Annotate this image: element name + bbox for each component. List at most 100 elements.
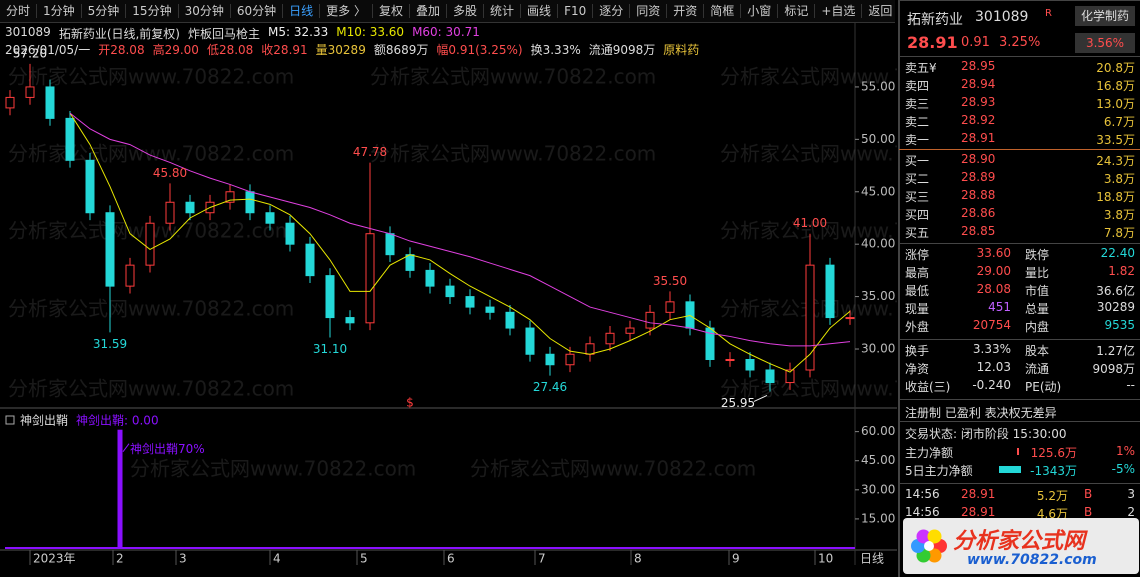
y-tick-label: 30.00	[861, 482, 895, 496]
x-tick-label: 7	[538, 552, 546, 566]
stat-value: 1.27亿	[1096, 344, 1135, 358]
toolbar-button[interactable]: 30分钟	[179, 4, 231, 18]
toolbar-button[interactable]: 复权	[373, 4, 410, 18]
logo-url: www.70822.com	[967, 552, 1097, 568]
toolbar-button[interactable]: 更多 〉	[320, 4, 373, 18]
badge: R	[1045, 8, 1052, 19]
toolbar-button[interactable]: 日线	[283, 4, 321, 18]
order-price: 28.89	[961, 170, 996, 184]
y-tick-label: 15.00	[861, 511, 895, 525]
candle-body	[645, 311, 655, 329]
toolbar-button[interactable]: 同资	[630, 4, 668, 18]
ma-line	[69, 112, 851, 347]
bar-annotation: 神剑出鞘70%	[130, 441, 205, 456]
candle-body	[5, 96, 15, 109]
logo-icon	[911, 529, 947, 563]
candle-body	[285, 222, 295, 245]
order-price: 28.91	[961, 131, 996, 145]
info-item: 低28.08	[206, 43, 254, 57]
stat-value: 36.6亿	[1096, 284, 1135, 298]
stat-label: 总量	[1025, 302, 1050, 316]
signal-marker: $	[406, 396, 414, 410]
toolbar-button[interactable]: 标记	[778, 4, 816, 18]
trade-status: 交易状态: 闭市阶段 15:30:00	[905, 427, 1067, 441]
x-tick-label: 2023年	[33, 552, 76, 566]
separator	[899, 399, 1140, 400]
last-price: 28.91	[907, 33, 958, 52]
sector-change: 3.56%	[1075, 33, 1135, 53]
order-volume: 20.8万	[1096, 61, 1135, 75]
info-item: 额8689万	[373, 43, 429, 57]
trade-price: 28.91	[961, 487, 996, 501]
x-tick-label: 2	[116, 552, 124, 566]
candle-body	[25, 86, 35, 98]
toolbar-button[interactable]: 简框	[704, 4, 742, 18]
x-tick-label: 4	[273, 552, 281, 566]
info-item: 换3.33%	[530, 43, 581, 57]
price-annotation: 41.00	[793, 216, 827, 230]
price-annotation: 31.59	[93, 337, 127, 351]
price-annotation: 45.80	[153, 166, 187, 180]
period-button[interactable]: 日线	[860, 552, 884, 566]
toolbar-button[interactable]: 5分钟	[82, 4, 127, 18]
trade-volume: 4.6万	[1036, 507, 1068, 521]
toolbar-button[interactable]: 小窗	[741, 4, 779, 18]
toolbar-button[interactable]: 分时	[0, 4, 38, 18]
stat-value: --	[1126, 378, 1135, 392]
price-change-pct: 3.25%	[999, 35, 1041, 50]
toolbar-button[interactable]: 逐分	[593, 4, 631, 18]
candle-body	[105, 212, 115, 287]
toolbar-button[interactable]: 1分钟	[37, 4, 82, 18]
order-level: 卖五¥	[905, 61, 937, 75]
order-price: 28.88	[961, 188, 996, 202]
chart-area: $ 分析家公式网www.70822.com 分析家公式网www.70822.com…	[0, 22, 897, 566]
x-tick-label: 10	[818, 552, 833, 566]
x-tick-label: 6	[447, 552, 455, 566]
stat-value: 3.33%	[972, 342, 1011, 356]
candle-body	[365, 233, 375, 324]
candle-body	[165, 201, 175, 224]
stat-label: 现量	[905, 302, 930, 316]
annotation-leader	[122, 443, 130, 452]
order-price: 28.92	[961, 113, 996, 127]
stat-label: 涨停	[905, 248, 930, 262]
toolbar-button[interactable]: 画线	[521, 4, 559, 18]
separator	[899, 0, 900, 577]
stat-label: 外盘	[905, 320, 930, 334]
candle-body	[425, 269, 435, 287]
chart-header: 301089 拓新药业(日线,前复权) 炸板回马枪主 M5: 32.33 M10…	[5, 25, 480, 42]
flow-value: 125.6万	[1030, 446, 1077, 460]
order-volume: 33.5万	[1096, 133, 1135, 147]
stat-label: 净资	[905, 362, 930, 376]
candle-body	[805, 264, 815, 371]
toolbar-button[interactable]: 叠加	[410, 4, 448, 18]
y-tick-label: 45.00	[861, 184, 895, 198]
stat-value: 9535	[1104, 318, 1135, 332]
stat-value: 9098万	[1092, 362, 1135, 376]
ma5-label: M5: 32.33	[268, 25, 329, 39]
toolbar-button[interactable]: 开资	[667, 4, 705, 18]
legend-entry: M60: 30.71	[412, 25, 480, 39]
separator	[899, 243, 1140, 244]
toolbar-button[interactable]: 多股	[447, 4, 485, 18]
watermark: 分析家公式网www.70822.com	[720, 219, 897, 243]
stat-value: 33.60	[976, 246, 1011, 260]
candle-body	[245, 191, 255, 214]
order-price: 28.90	[961, 152, 996, 166]
toolbar-button[interactable]: F10	[558, 4, 594, 18]
toolbar-button[interactable]: 15分钟	[126, 4, 179, 18]
order-price: 28.93	[961, 95, 996, 109]
toolbar-button[interactable]: 返回	[862, 4, 900, 18]
toolbar-button[interactable]: 统计	[484, 4, 522, 18]
candle-body	[445, 285, 455, 298]
toolbar-button[interactable]: +自选	[815, 4, 863, 18]
order-volume: 24.3万	[1096, 154, 1135, 168]
sector-tag: 化学制药	[1075, 6, 1135, 26]
watermark: 分析家公式网www.70822.com	[8, 65, 294, 89]
toolbar-button[interactable]: 60分钟	[231, 4, 284, 18]
trade-count: 3	[1127, 487, 1135, 501]
stat-value: 29.00	[976, 264, 1011, 278]
stat-label: 跌停	[1025, 248, 1050, 262]
x-tick-label: 9	[732, 552, 740, 566]
